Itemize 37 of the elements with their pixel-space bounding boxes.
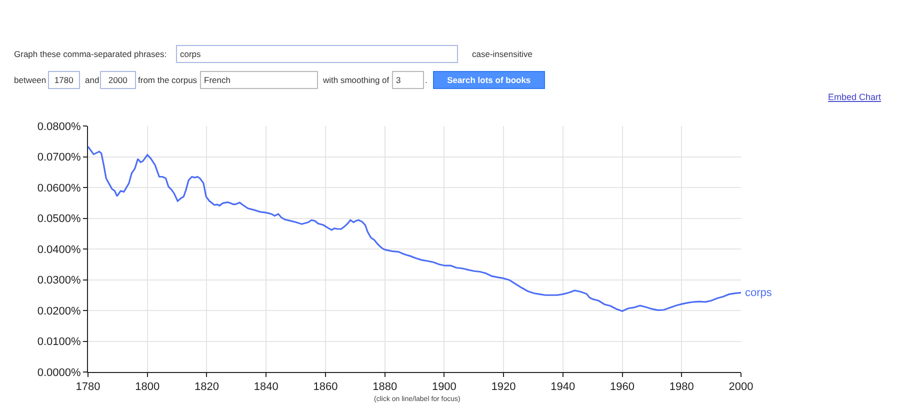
text: 3	[396, 75, 401, 85]
text: Search lots of books	[447, 75, 531, 85]
text: with smoothing of	[322, 75, 390, 85]
text: corps	[180, 49, 201, 59]
text: .	[425, 75, 428, 85]
text: 1780	[54, 75, 74, 85]
y-tick-label: 0.0700%	[37, 152, 82, 164]
x-tick-label: 2000	[728, 381, 754, 394]
x-tick-label: 1960	[610, 381, 635, 394]
x-tick-label: 1880	[372, 381, 398, 394]
text: case-insensitive	[472, 49, 533, 59]
x-tick-label: 1800	[135, 381, 160, 394]
y-tick-label: 0.0500%	[37, 213, 82, 226]
x-tick-label: 1840	[254, 381, 278, 394]
y-tick-label: 0.0100%	[37, 336, 82, 348]
line-series	[88, 146, 741, 312]
x-tick-label: 1860	[313, 381, 338, 394]
x-tick-label: 1980	[669, 381, 694, 394]
y-tick-label: 0.0300%	[37, 274, 82, 287]
y-tick-label: 0.0800%	[37, 120, 82, 133]
text: 2000	[108, 75, 128, 85]
y-tick-label: 0.0400%	[37, 244, 82, 256]
text: Graph these comma-separated phrases:	[14, 49, 167, 59]
y-tick-label: 0.0000%	[37, 366, 82, 379]
x-tick-label: 1920	[491, 381, 516, 394]
text: French	[204, 75, 231, 85]
y-tick-label: 0.0600%	[37, 182, 82, 194]
x-tick-label: 1940	[550, 381, 576, 394]
text: from the corpus	[138, 75, 198, 85]
text: Embed Chart	[828, 92, 882, 102]
x-tick-label: 1780	[76, 381, 100, 394]
y-tick-label: 0.0200%	[37, 305, 82, 318]
x-tick-label: 1900	[432, 381, 456, 394]
text: between	[14, 75, 46, 85]
text: and	[85, 75, 100, 85]
series-label: corps	[745, 287, 772, 299]
x-tick-label: 1820	[194, 381, 219, 394]
